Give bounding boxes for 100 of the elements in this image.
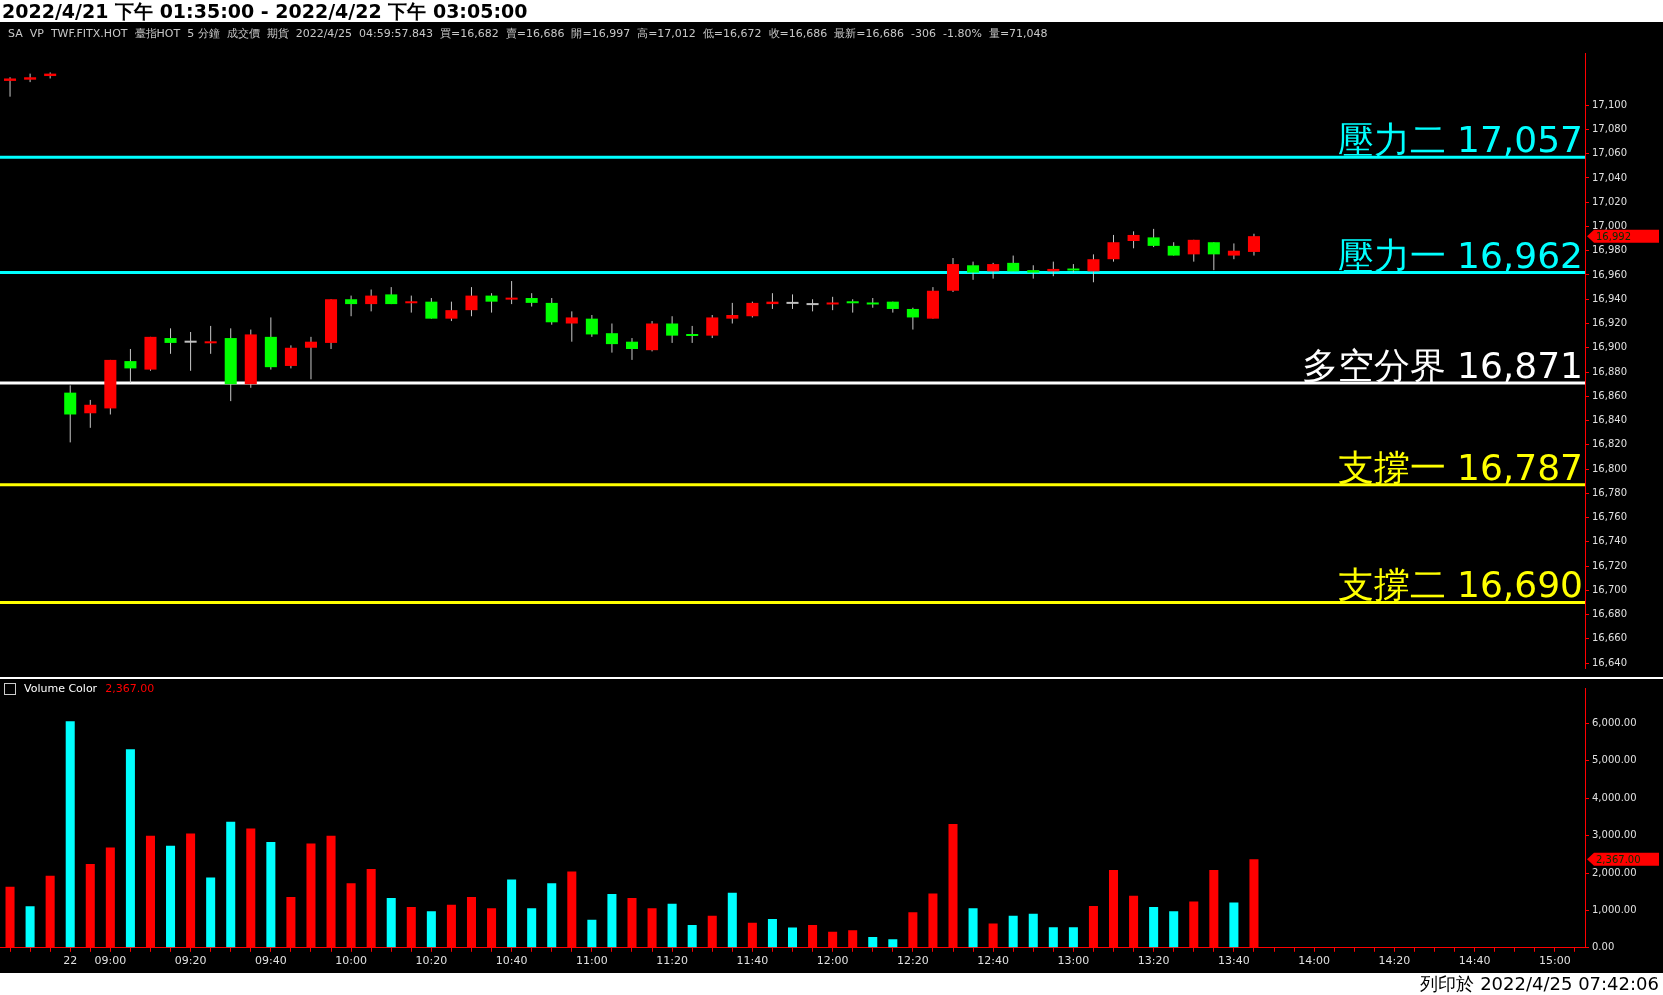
ref-line-label: 支撐一 16,787: [1337, 446, 1583, 488]
text: 開=16,997: [571, 25, 631, 41]
bar: [1229, 902, 1239, 948]
text: TWF.FITX.HOT: [50, 26, 128, 40]
y-tick-label: 6,000.00: [1592, 717, 1637, 729]
candlestick: [625, 337, 639, 361]
candlestick: [1147, 228, 1160, 248]
x-tick-label: 10:40: [495, 954, 528, 968]
text: 2,367.00: [1596, 853, 1641, 865]
ref-line-label: 壓力一 16,962: [1337, 234, 1583, 276]
candlestick: [967, 261, 980, 281]
y-tick-label: 16,940: [1592, 292, 1627, 304]
candlestick: [465, 286, 478, 317]
candlestick: [304, 336, 317, 380]
bar: [687, 925, 697, 948]
x-tick-label: 09:20: [174, 954, 207, 968]
x-tick-label: 13:20: [1137, 954, 1170, 968]
x-tick-label: 14:00: [1298, 954, 1330, 968]
y-tick-label: 16,840: [1592, 414, 1627, 426]
candlestick: [545, 297, 558, 326]
y-tick-label: 16,720: [1592, 559, 1627, 571]
bar: [1068, 927, 1078, 948]
bar: [547, 883, 557, 948]
y-tick-label: 16,900: [1592, 341, 1627, 353]
bar: [125, 749, 135, 948]
bar: [25, 906, 35, 948]
y-tick-label: 16,800: [1592, 462, 1627, 474]
x-tick-label: 11:20: [656, 954, 688, 968]
bar: [767, 919, 777, 948]
x-tick-label: 13:00: [1057, 954, 1090, 968]
x-tick-label: 10:00: [335, 954, 367, 968]
bar: [386, 898, 396, 948]
ref-line-label: 支撐二 16,690: [1337, 564, 1583, 606]
bar: [868, 936, 878, 948]
ref-line-label: 壓力二 17,057: [1337, 119, 1583, 161]
x-tick-label: 22: [63, 954, 78, 968]
candlestick: [726, 302, 739, 324]
x-tick-label: 15:00: [1539, 954, 1571, 968]
x-tick-label: 11:40: [736, 954, 769, 968]
x-tick-label: 12:20: [897, 954, 929, 968]
candlestick: [585, 314, 598, 338]
bar: [968, 908, 978, 948]
bar: [1008, 915, 1018, 948]
candlestick: [24, 73, 37, 83]
candlestick: [565, 310, 578, 343]
candlestick: [124, 348, 137, 384]
text: 賣=16,686: [505, 25, 565, 41]
y-tick-label: 0.00: [1592, 941, 1615, 953]
y-tick-label: 4,000.00: [1592, 791, 1637, 803]
text: -1.80%: [942, 26, 982, 40]
x-tick-label: 14:40: [1458, 954, 1491, 968]
text: 5 分鐘: [187, 25, 220, 41]
bar: [607, 893, 617, 948]
text: 臺指HOT: [134, 25, 181, 41]
bar: [667, 903, 677, 948]
y-tick-label: 17,060: [1592, 147, 1627, 159]
y-tick-label: 16,740: [1592, 535, 1627, 547]
candlestick: [485, 292, 498, 314]
y-tick-label: 16,700: [1592, 583, 1627, 595]
candlestick: [365, 289, 378, 312]
x-tick-label: 13:40: [1218, 954, 1250, 968]
y-tick-label: 16,680: [1592, 608, 1627, 620]
text: 量=71,048: [988, 25, 1048, 41]
y-tick-label: 16,820: [1592, 438, 1627, 450]
x-tick-label: 09:40: [255, 954, 287, 968]
y-tick-label: 2,000.00: [1592, 866, 1637, 878]
candlestick: [204, 325, 217, 355]
bar: [226, 821, 236, 948]
bar: [166, 845, 176, 948]
bar: [507, 879, 517, 948]
bar: [527, 908, 537, 948]
y-tick-label: 5,000.00: [1592, 754, 1637, 766]
candlestick: [605, 323, 618, 354]
text: 2022/4/25: [295, 26, 353, 40]
bar: [206, 877, 216, 948]
text: 買=16,682: [439, 25, 499, 41]
ref-line-label: 多空分界 16,871: [1301, 344, 1583, 386]
y-tick-label: 16,660: [1592, 632, 1627, 644]
x-tick-label: 14:20: [1378, 954, 1411, 968]
y-tick-label: 16,760: [1592, 511, 1627, 523]
bar: [1169, 911, 1179, 948]
candlestick: [4, 76, 17, 98]
text: 16,992: [1596, 230, 1631, 242]
text: 成交價: [226, 25, 260, 41]
bar: [727, 892, 737, 948]
bar: [426, 911, 436, 948]
x-tick-label: 11:00: [576, 954, 608, 968]
chart-title: 2022/4/21 下午 01:35:00 - 2022/4/22 下午 03:05:00: [0, 0, 1663, 22]
candlestick: [505, 280, 518, 305]
y-tick-label: 16,640: [1592, 656, 1627, 668]
bar: [65, 721, 75, 948]
y-tick-label: 16,920: [1592, 317, 1627, 329]
bar: [1028, 913, 1038, 948]
y-tick-label: 17,000: [1592, 220, 1627, 232]
y-tick-label: 17,040: [1592, 171, 1627, 183]
y-tick-label: 16,860: [1592, 389, 1627, 401]
candlestick: [666, 315, 679, 344]
y-tick-label: 3,000.00: [1592, 829, 1637, 841]
candlestick: [1087, 253, 1100, 283]
bar: [1048, 927, 1058, 948]
